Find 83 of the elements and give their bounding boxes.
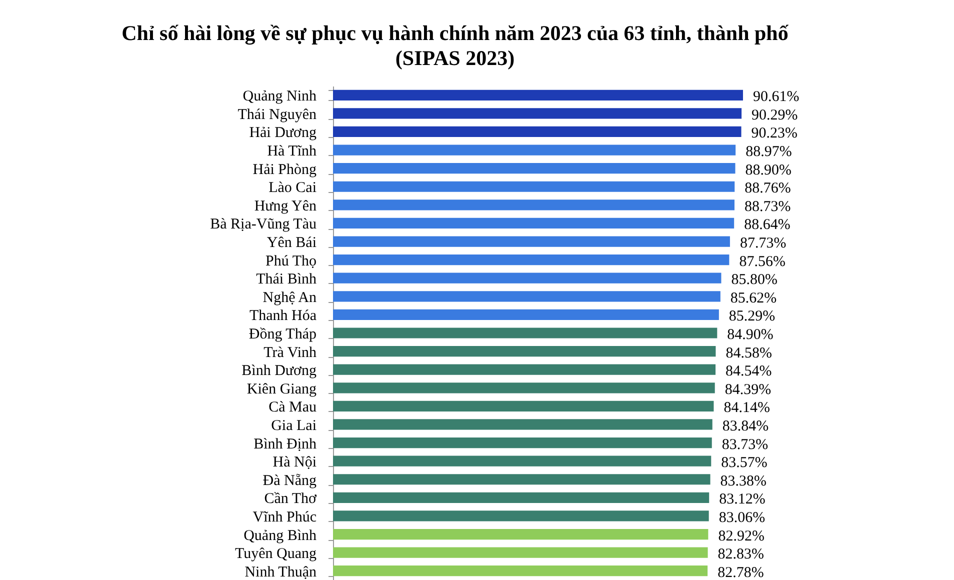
data-label: 83.38% <box>720 473 767 490</box>
y-tick-label: Bình Dương <box>242 363 317 380</box>
bar <box>333 236 730 247</box>
bar <box>333 181 735 192</box>
data-label: 84.54% <box>726 364 772 380</box>
y-tick-label: Thái Nguyên <box>238 106 317 123</box>
bar <box>333 309 719 320</box>
data-label: 88.73% <box>744 198 791 215</box>
data-label: 84.14% <box>724 400 770 416</box>
y-tick-label: Hà Nội <box>272 454 316 471</box>
data-label: 82.83% <box>718 546 764 563</box>
data-label: 82.78% <box>718 564 764 580</box>
bar <box>333 200 734 210</box>
bar <box>333 528 708 540</box>
text: Chỉ số hài lòng về sự phục vụ hành chính năm 2023 của 63 tỉnh, thành phố <box>122 21 788 45</box>
data-label: 87.73% <box>740 236 786 252</box>
data-label: 87.56% <box>739 254 786 270</box>
data-label: 83.06% <box>718 510 766 526</box>
bar <box>333 254 730 266</box>
bar <box>333 510 709 522</box>
y-tick-label: Tuyên Quang <box>234 546 317 562</box>
bar <box>333 474 710 485</box>
bar <box>333 291 720 302</box>
bar <box>333 346 716 357</box>
data-label: 84.39% <box>724 382 772 398</box>
y-tick-label: Lào Cai <box>268 180 316 196</box>
data-label: 88.90% <box>745 162 792 178</box>
y-tick-label: Quảng Bình <box>244 528 317 544</box>
y-tick-label: Nghệ An <box>262 290 317 306</box>
y-tick-label: Kiên Giang <box>246 381 317 398</box>
y-tick-label: Trà Vinh <box>264 344 317 361</box>
y-tick-label: Thái Bình <box>256 272 317 288</box>
y-tick-label: Hải Dương <box>249 125 317 142</box>
data-label: 90.29% <box>752 107 798 124</box>
y-tick-label: Đồng Tháp <box>248 326 316 342</box>
data-label: 84.90% <box>727 327 774 343</box>
data-label: 85.62% <box>730 290 777 306</box>
y-tick-label: Gia Lai <box>271 418 316 434</box>
bar <box>333 400 714 412</box>
data-label: 83.73% <box>722 436 768 453</box>
y-tick-label: Bình Định <box>254 436 317 452</box>
data-label: 82.92% <box>718 528 764 544</box>
bar <box>333 547 708 558</box>
bar <box>333 382 715 394</box>
y-tick-label: Đà Nẵng <box>262 472 317 489</box>
data-label: 83.57% <box>721 455 768 472</box>
data-label: 83.12% <box>719 492 766 508</box>
data-label: 85.29% <box>728 308 776 325</box>
data-label: 88.97% <box>746 144 792 160</box>
bar <box>333 90 743 100</box>
y-tick-label: Bà Rịa-Vũng Tàu <box>210 216 317 233</box>
y-tick-label: Ninh Thuận <box>244 564 317 580</box>
bar <box>333 144 736 156</box>
bar <box>333 566 708 576</box>
bar <box>333 272 722 284</box>
data-label: 85.80% <box>731 272 778 288</box>
bar <box>333 163 736 174</box>
y-tick-label: Phú Thọ <box>266 253 316 270</box>
bar <box>333 364 716 375</box>
bar <box>333 492 710 503</box>
y-tick-label: Hưng Yên <box>254 198 317 214</box>
y-tick-label: Vĩnh Phúc <box>252 509 317 526</box>
y-tick-label: Thanh Hóa <box>249 308 317 324</box>
y-tick-label: Yên Bái <box>266 235 316 252</box>
bar <box>333 218 734 229</box>
data-label: 90.23% <box>751 126 798 142</box>
y-tick-label: Hà Tĩnh <box>267 144 317 160</box>
text: (SIPAS 2023) <box>395 46 515 70</box>
data-label: 88.64% <box>744 217 790 234</box>
bar <box>333 419 712 430</box>
data-label: 83.84% <box>722 418 769 434</box>
y-tick-label: Quảng Ninh <box>242 88 317 105</box>
bar <box>333 328 718 338</box>
bar <box>333 108 742 119</box>
y-tick-label: Cà Mau <box>268 400 317 416</box>
data-label: 88.76% <box>744 180 791 197</box>
data-label: 90.61% <box>753 89 800 106</box>
y-tick-label: Cần Thơ <box>264 491 318 508</box>
bar <box>333 126 742 138</box>
bar <box>333 456 712 466</box>
y-tick-label: Hải Phòng <box>252 162 317 178</box>
bar <box>333 437 712 448</box>
data-label: 84.58% <box>726 345 772 362</box>
